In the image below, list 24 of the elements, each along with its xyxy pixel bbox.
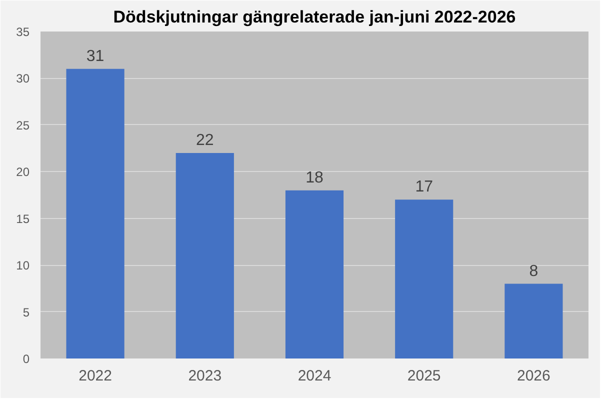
bar <box>176 152 234 358</box>
x-tick-label: 2026 <box>517 368 550 384</box>
bar <box>285 190 344 358</box>
y-tick-label: 15 <box>16 212 30 226</box>
data-label: 8 <box>529 262 538 280</box>
y-tick-label: 0 <box>22 352 30 366</box>
x-tick-label: 2022 <box>78 368 112 384</box>
data-label: 17 <box>415 178 434 196</box>
y-tick-label: 30 <box>16 72 30 86</box>
y-tick-label: 25 <box>16 118 30 132</box>
y-tick-label: 10 <box>16 258 30 273</box>
y-tick-label: 35 <box>16 25 30 39</box>
bar <box>395 200 454 358</box>
x-tick-label: 2024 <box>298 368 332 384</box>
data-label: 22 <box>196 132 214 149</box>
bar <box>504 284 563 358</box>
y-tick-label: 5 <box>22 305 30 320</box>
bar <box>66 68 124 358</box>
x-tick-label: 2023 <box>188 368 222 384</box>
data-label: 18 <box>306 169 324 186</box>
chart-title: Dödskjutningar gängrelaterade jan-juni 2022-2026 <box>113 8 516 26</box>
y-tick-label: 20 <box>16 165 30 180</box>
x-tick-label: 2025 <box>407 368 441 384</box>
data-label: 31 <box>86 48 104 65</box>
